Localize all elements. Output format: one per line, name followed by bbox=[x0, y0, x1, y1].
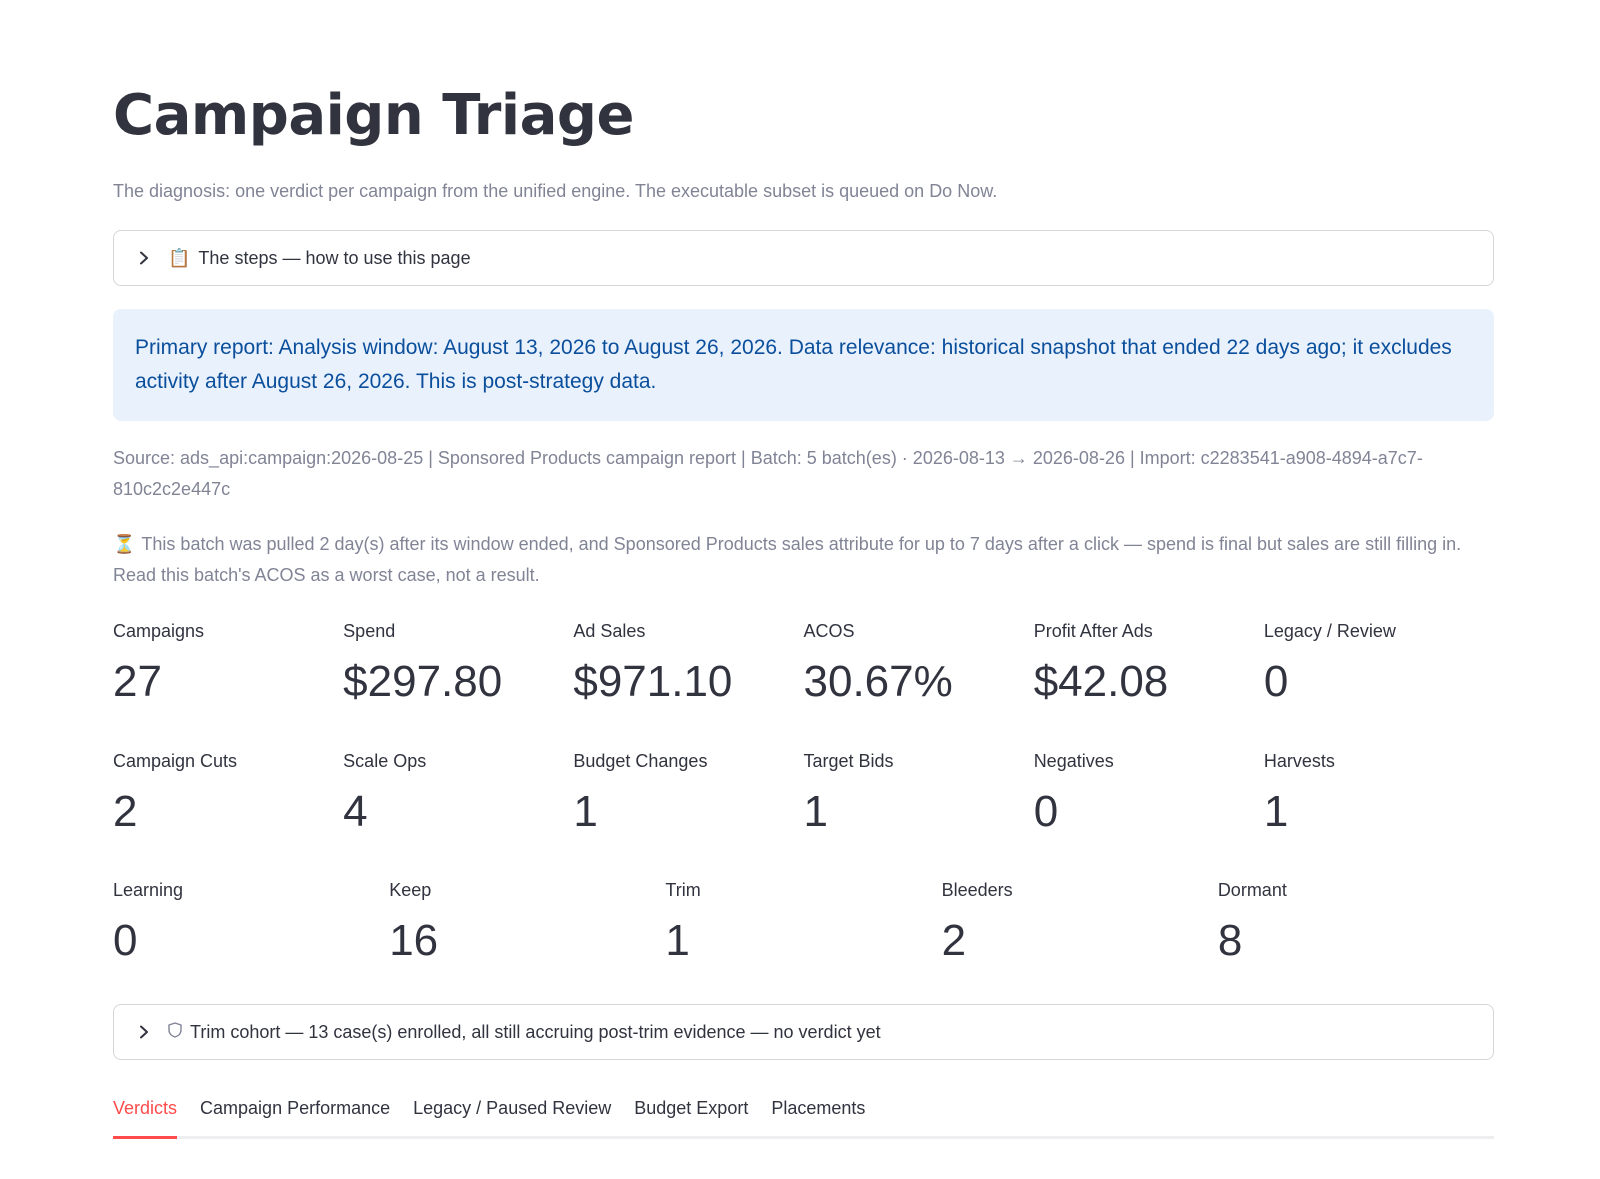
chevron-right-icon bbox=[136, 250, 152, 266]
metrics-row-summary: Campaigns 27 Spend $297.80 Ad Sales $971… bbox=[113, 618, 1494, 710]
metric-value: 1 bbox=[665, 916, 690, 965]
metric-value: 0 bbox=[1263, 657, 1289, 706]
metric-dormant: Dormant 8 bbox=[1218, 877, 1494, 969]
metric-budget-changes: Budget Changes 1 bbox=[573, 748, 803, 840]
metric-bleeders: Bleeders 2 bbox=[942, 877, 1218, 969]
steps-expander[interactable]: 📋 The steps — how to use this page bbox=[113, 230, 1494, 286]
metric-label: Campaign Cuts bbox=[113, 751, 238, 771]
metric-target-bids: Target Bids 1 bbox=[804, 748, 1034, 840]
hourglass-icon: ⏳ bbox=[113, 534, 136, 554]
metric-value: 8 bbox=[1217, 916, 1243, 965]
metric-label: Spend bbox=[343, 621, 396, 641]
metric-value: 1 bbox=[803, 787, 828, 836]
metric-spend: Spend $297.80 bbox=[343, 618, 573, 710]
metric-label: ACOS bbox=[803, 621, 855, 641]
shield-icon bbox=[168, 1021, 182, 1043]
metric-value: 1 bbox=[573, 787, 598, 836]
metric-label: Trim bbox=[665, 880, 701, 900]
analysis-window-text: Primary report: Analysis window: August … bbox=[135, 336, 1452, 393]
metric-label: Budget Changes bbox=[573, 751, 708, 771]
metric-learning: Learning 0 bbox=[113, 877, 389, 969]
tab-verdicts[interactable]: Verdicts bbox=[113, 1093, 178, 1139]
page-subtitle: The diagnosis: one verdict per campaign … bbox=[113, 181, 998, 201]
metric-value: 4 bbox=[343, 787, 368, 836]
metric-label: Scale Ops bbox=[343, 751, 427, 771]
metric-label: Harvests bbox=[1263, 751, 1335, 771]
metric-campaigns: Campaigns 27 bbox=[113, 618, 343, 710]
metric-label: Ad Sales bbox=[573, 621, 646, 641]
metric-value: 0 bbox=[1033, 787, 1059, 836]
metrics-row-actions: Campaign Cuts 2 Scale Ops 4 Budget Chang… bbox=[113, 748, 1494, 840]
metric-label: Dormant bbox=[1217, 880, 1287, 900]
metrics-row-status: Learning 0 Keep 16 Trim 1 Bleeders 2 Dor… bbox=[113, 877, 1494, 969]
source-caption: Source: ads_api:campaign:2026-08-25 | Sp… bbox=[113, 448, 1423, 499]
metric-value: 0 bbox=[113, 916, 138, 965]
metric-label: Negatives bbox=[1033, 751, 1114, 771]
metric-label: Target Bids bbox=[803, 751, 894, 771]
tab-campaign-performance[interactable]: Campaign Performance bbox=[200, 1098, 391, 1118]
metric-profit-after-ads: Profit After Ads $42.08 bbox=[1034, 618, 1264, 710]
metric-label: Legacy / Review bbox=[1263, 621, 1396, 641]
metric-keep: Keep 16 bbox=[389, 877, 665, 969]
metric-legacy-review: Legacy / Review 0 bbox=[1264, 618, 1494, 710]
metric-ad-sales: Ad Sales $971.10 bbox=[573, 618, 803, 710]
metric-value: $297.80 bbox=[343, 657, 503, 706]
tab-bar: Verdicts Campaign Performance Legacy / P… bbox=[113, 1093, 1494, 1139]
metric-value: 16 bbox=[389, 916, 439, 965]
metric-value: $42.08 bbox=[1033, 657, 1169, 706]
metric-label: Campaigns bbox=[113, 621, 205, 641]
tab-placements[interactable]: Placements bbox=[771, 1098, 866, 1118]
metric-value: 2 bbox=[113, 787, 138, 836]
trim-cohort-label: Trim cohort — 13 case(s) enrolled, all s… bbox=[190, 1021, 881, 1042]
chevron-right-icon bbox=[136, 1024, 152, 1040]
metric-value: 30.67% bbox=[803, 657, 953, 706]
tab-budget-export[interactable]: Budget Export bbox=[634, 1098, 749, 1118]
metric-acos: ACOS 30.67% bbox=[804, 618, 1034, 710]
metric-label: Bleeders bbox=[941, 880, 1013, 900]
metric-trim: Trim 1 bbox=[665, 877, 941, 969]
metric-negatives: Negatives 0 bbox=[1034, 748, 1264, 840]
batch-caption: ⏳ This batch was pulled 2 day(s) after it… bbox=[113, 529, 1494, 591]
metric-label: Keep bbox=[389, 880, 432, 900]
metric-scale-ops: Scale Ops 4 bbox=[343, 748, 573, 840]
metric-value: $971.10 bbox=[573, 657, 733, 706]
clipboard-icon: 📋 bbox=[168, 247, 191, 268]
trim-cohort-expander[interactable]: Trim cohort — 13 case(s) enrolled, all s… bbox=[113, 1004, 1494, 1060]
analysis-window-info: Primary report: Analysis window: August … bbox=[113, 309, 1494, 421]
metric-value: 27 bbox=[113, 657, 162, 706]
metric-value: 2 bbox=[941, 916, 967, 965]
metric-label: Profit After Ads bbox=[1033, 621, 1153, 641]
metric-label: Learning bbox=[113, 880, 184, 900]
metric-value: 1 bbox=[1263, 787, 1289, 836]
metric-campaign-cuts: Campaign Cuts 2 bbox=[113, 748, 343, 840]
batch-caption-text: This batch was pulled 2 day(s) after its… bbox=[113, 534, 1462, 585]
steps-expander-label: The steps — how to use this page bbox=[198, 247, 471, 268]
metric-harvests: Harvests 1 bbox=[1264, 748, 1494, 840]
page-title: Campaign Triage bbox=[113, 83, 634, 148]
tab-legacy-paused-review[interactable]: Legacy / Paused Review bbox=[413, 1098, 612, 1118]
